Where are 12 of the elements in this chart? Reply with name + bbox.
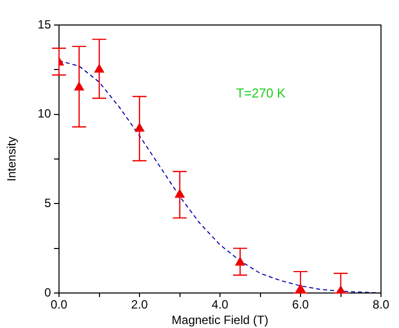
x-tick-label: 0.0: [50, 298, 68, 312]
x-tick-label: 2.0: [131, 298, 148, 312]
y-tick-label: 5: [44, 196, 52, 210]
y-tick-label: 15: [38, 17, 52, 32]
y-tick-label: 10: [38, 106, 52, 121]
y-tick-label: 0: [44, 285, 52, 300]
x-tick-label: 4.0: [212, 298, 229, 312]
y-axis-title: Intensity: [4, 136, 19, 182]
x-tick-label: 8.0: [372, 298, 390, 312]
x-axis-title: Magnetic Field (T): [172, 313, 268, 328]
annotation: T=270 K: [236, 85, 286, 100]
x-tick-label: 6.0: [292, 298, 310, 312]
